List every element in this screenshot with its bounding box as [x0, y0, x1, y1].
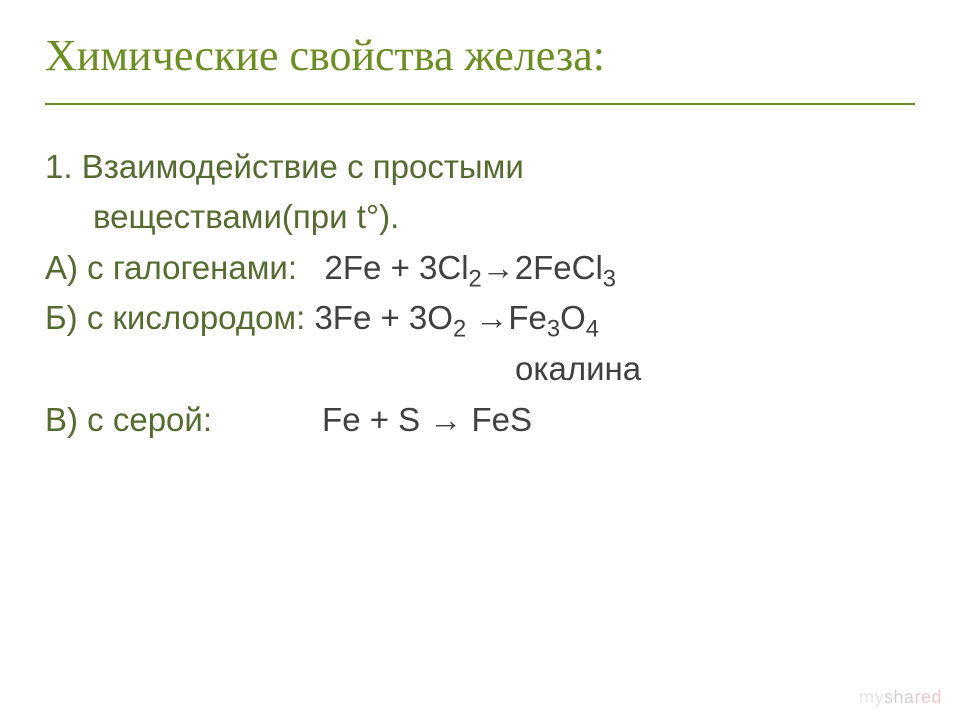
item-a-label: А) с галогенами: [45, 249, 297, 286]
item-c-label: В) с серой: [45, 401, 212, 438]
eq-b-p5: 4 [586, 316, 599, 343]
okalina-text: окалина [45, 347, 915, 392]
eq-b-p4: O [560, 299, 586, 336]
eq-b-p3: 3 [547, 316, 560, 343]
intro-line-2: веществами(при t°). [45, 195, 915, 240]
watermark-part-1: my [859, 687, 884, 707]
eq-b-p2: →Fe [466, 299, 547, 336]
item-b-label: Б) с кислородом: [45, 299, 305, 336]
item-b: Б) с кислородом: 3Fe + 3O2 →Fe3O4 [45, 296, 915, 341]
item-b-note: окалина [45, 347, 915, 392]
slide-body: 1. Взаимодействие с простыми веществами(… [45, 145, 915, 442]
item-b-equation: 3Fe + 3O2 →Fe3O4 [314, 299, 599, 336]
item-c: В) с серой: Fe + S → FeS [45, 398, 915, 443]
eq-b-p0: 3Fe + 3O [314, 299, 453, 336]
eq-a-p1: 2 [469, 265, 482, 292]
eq-a-p0: 2Fe + 3Cl [325, 249, 469, 286]
item-a: А) с галогенами: 2Fe + 3Cl2→2FeCl3 [45, 246, 915, 291]
slide-title: Химические свойства железа: [45, 30, 915, 83]
title-underline [45, 103, 915, 105]
eq-a-p2: →2FeCl [482, 249, 603, 286]
eq-a-p3: 3 [603, 265, 616, 292]
item-a-equation: 2Fe + 3Cl2→2FeCl3 [306, 249, 616, 286]
slide: Химические свойства железа: 1. Взаимодей… [0, 0, 960, 720]
intro-line-1: 1. Взаимодействие с простыми [45, 145, 915, 190]
item-c-spacer [212, 401, 322, 438]
watermark-part-3: red [914, 687, 942, 707]
watermark-part-2: sha [884, 687, 915, 707]
eq-b-p1: 2 [453, 316, 466, 343]
intro-line-2-text: веществами(при t°). [45, 195, 915, 240]
watermark: myshared [859, 687, 942, 708]
item-c-equation: Fe + S → FeS [322, 401, 532, 438]
